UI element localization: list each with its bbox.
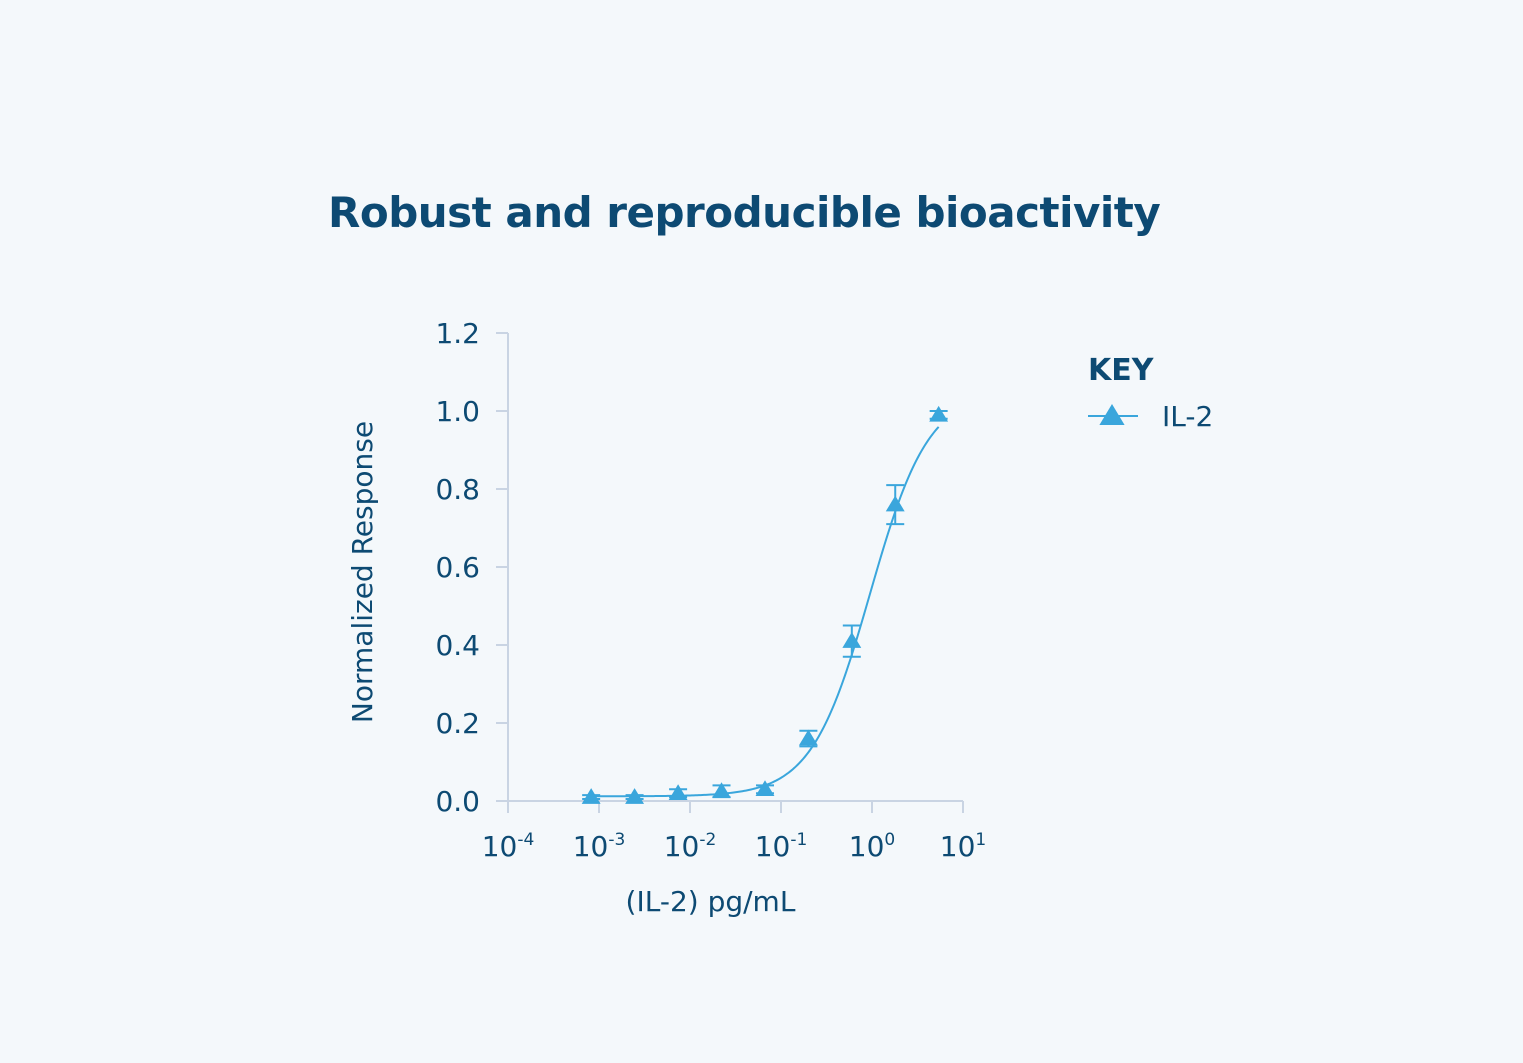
data-point: [929, 405, 949, 422]
data-point: [885, 495, 905, 512]
y-tick-label: 0.0: [435, 785, 480, 818]
x-tick-label: 100: [849, 830, 895, 863]
marks: [581, 405, 949, 804]
data-point: [842, 632, 862, 648]
data-point: [798, 729, 818, 746]
x-tick-label: 10-2: [664, 830, 717, 863]
y-axis-label: Normalized Response: [346, 421, 379, 723]
x-tick-label: 101: [940, 830, 986, 863]
axes: 0.0 0.2 0.4 0.6 0.8 1.0 1.2 10-4 10-3 10-2 10-1 100…: [346, 317, 986, 918]
y-tick-label: 0.2: [435, 707, 480, 740]
y-tick-label: 0.4: [435, 629, 480, 662]
data-point: [668, 784, 688, 800]
data-point: [581, 788, 601, 804]
x-tick-label: 10-4: [482, 830, 535, 863]
legend-title: KEY: [1088, 353, 1155, 388]
y-tick-label: 1.0: [435, 395, 480, 428]
data-point: [712, 782, 731, 798]
chart-title: Robust and reproducible bioactivity: [328, 188, 1161, 237]
y-tick-label: 0.6: [435, 551, 480, 584]
x-tick-label: 10-1: [755, 830, 808, 863]
x-tick-label: 10-3: [573, 830, 626, 863]
data-point: [625, 788, 645, 804]
x-axis-label: (IL-2) pg/mL: [626, 885, 796, 918]
y-tick-label: 0.8: [435, 473, 480, 506]
legend-label: IL-2: [1162, 400, 1213, 433]
legend-marker: [1099, 404, 1125, 425]
data-point: [755, 780, 775, 797]
y-tick-label: 1.2: [435, 317, 480, 350]
fit-curve: [591, 426, 940, 798]
